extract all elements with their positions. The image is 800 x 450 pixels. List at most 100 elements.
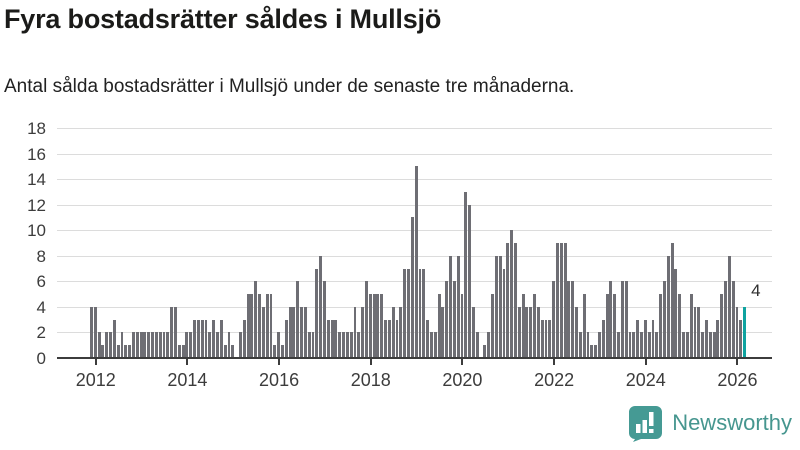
bar: [380, 294, 384, 358]
x-axis-tick-label: 2018: [350, 370, 391, 390]
bar: [701, 332, 705, 358]
bar: [533, 294, 536, 358]
bar: [575, 306, 579, 358]
bar: [196, 319, 200, 358]
x-axis-tick-mark: [94, 359, 97, 366]
bar: [704, 319, 708, 358]
bar: [323, 281, 326, 358]
y-axis-tick-label: 6: [36, 272, 46, 292]
bar: [376, 294, 380, 358]
bar: [735, 306, 739, 358]
bar: [162, 332, 166, 358]
bar: [727, 255, 731, 358]
bar: [536, 306, 540, 358]
bar: [384, 319, 388, 358]
bar: [552, 281, 556, 358]
bar: [601, 319, 605, 358]
bar: [395, 319, 399, 358]
y-axis-tick-label: 16: [27, 144, 46, 164]
x-axis-tick-mark: [278, 359, 281, 366]
bar: [521, 294, 525, 358]
bar: [326, 319, 330, 358]
bar: [475, 332, 479, 358]
y-axis-tick-label: 4: [36, 297, 46, 317]
bar: [510, 230, 514, 358]
bar: [174, 306, 177, 358]
bar: [334, 319, 338, 358]
newsworthy-branding: Newsworthy: [627, 404, 792, 442]
x-axis-tick-label: 2022: [534, 370, 575, 390]
y-axis-tick-label: 12: [27, 195, 46, 215]
bar: [238, 332, 242, 358]
gridline: [57, 204, 772, 206]
bar: [315, 268, 319, 358]
bar: [540, 319, 544, 358]
bar: [93, 306, 97, 358]
bar: [254, 281, 258, 358]
gridline: [57, 281, 772, 283]
bar: [219, 319, 223, 358]
bar: [464, 191, 468, 358]
bar: [483, 345, 487, 358]
bar: [418, 268, 422, 358]
bar: [399, 306, 403, 358]
bar: [525, 306, 529, 358]
bar: [468, 204, 472, 358]
bar: [105, 332, 109, 358]
x-axis-tick-label: 2026: [717, 370, 758, 390]
bar: [124, 345, 128, 358]
bar: [120, 332, 124, 358]
bar: [636, 319, 640, 358]
bar: [517, 306, 521, 358]
bar: [491, 294, 494, 358]
newsworthy-brand-name: Newsworthy: [672, 410, 792, 435]
bar: [223, 345, 227, 358]
bar: [582, 294, 586, 358]
bar: [185, 332, 189, 358]
bar: [357, 332, 361, 358]
bar: [189, 332, 193, 358]
bar: [678, 294, 682, 358]
bar: [708, 332, 712, 358]
bar: [414, 166, 418, 358]
x-axis-tick-mark: [644, 359, 647, 366]
bar: [258, 294, 261, 358]
bar: [502, 268, 506, 358]
bar: [731, 281, 735, 358]
bar: [116, 345, 120, 358]
bar: [724, 281, 727, 358]
gridline: [57, 230, 772, 232]
bar: [410, 217, 414, 358]
bar: [365, 281, 368, 358]
bar: [277, 332, 281, 358]
bar: [292, 306, 296, 358]
bar: [212, 319, 216, 358]
bar: [494, 255, 498, 358]
bar: [158, 332, 162, 358]
bar: [567, 281, 571, 358]
bar: [307, 332, 311, 358]
bar: [273, 345, 277, 358]
bar: [433, 332, 437, 358]
bar: [559, 243, 563, 358]
bar: [208, 332, 212, 358]
bar: [666, 255, 670, 358]
bar: [101, 345, 105, 358]
bar: [498, 255, 502, 358]
x-axis-line: [57, 357, 772, 360]
bar: [342, 332, 345, 358]
bar: [368, 294, 372, 358]
bar: [670, 243, 674, 358]
bar: [513, 243, 517, 358]
bar: [655, 332, 659, 358]
bar: [90, 306, 93, 358]
bar: [280, 345, 284, 358]
bar: [338, 332, 342, 358]
bar: [640, 332, 643, 358]
bar: [712, 332, 716, 358]
bar: [487, 332, 491, 358]
bar: [632, 332, 636, 358]
bar: [449, 255, 452, 358]
bar: [132, 332, 135, 358]
